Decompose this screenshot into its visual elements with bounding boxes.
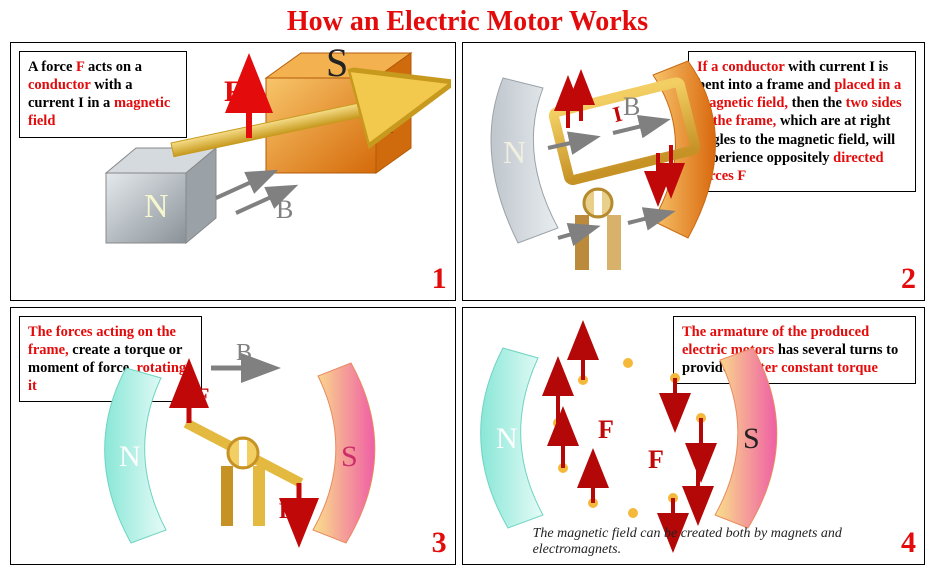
panel-grid: A force F acts on a conductor with a cur… [10,42,925,565]
panel3-F2-label: F [279,498,292,523]
panel-2: If a conductor with current I is bent in… [462,42,925,301]
panel4-S-label: S [743,422,760,455]
panel2-N-label: N [503,134,526,170]
panel-3: The forces acting on the frame, create a… [10,307,456,566]
panel-4-caption: The magnetic field can be created both b… [533,526,924,558]
panel-2-number: 2 [901,262,916,296]
panel1-B-label: B [276,195,293,224]
panel-1-diagram: N S I B F [11,43,451,301]
panel-2-diagram: N I B [463,43,925,301]
page: How an Electric Motor Works A force F ac… [0,0,935,573]
panel-4-number: 4 [901,526,916,560]
panel-1-number: 1 [432,262,447,296]
panel-4: The armature of the produced electric mo… [462,307,925,566]
panel1-N-label: N [144,188,169,225]
panel3-F1-label: F [196,383,209,408]
panel-3-diagram: N S B F [11,308,451,566]
panel2-B-label: B [623,92,640,121]
panel3-N-label: N [119,440,141,473]
panel3-S-label: S [341,440,358,473]
panel4-F1-label: F [598,415,614,444]
armature-dots [553,358,706,518]
panel1-I-label: I [384,107,394,140]
panel4-N-label: N [496,422,518,455]
panel1-F-label: F [224,75,242,108]
panel1-S-label: S [326,43,348,85]
panel-3-number: 3 [432,526,447,560]
panel-1: A force F acts on a conductor with a cur… [10,42,456,301]
panel3-B-label: B [236,340,252,366]
panel4-F2-label: F [648,445,664,474]
page-title: How an Electric Motor Works [0,0,935,42]
